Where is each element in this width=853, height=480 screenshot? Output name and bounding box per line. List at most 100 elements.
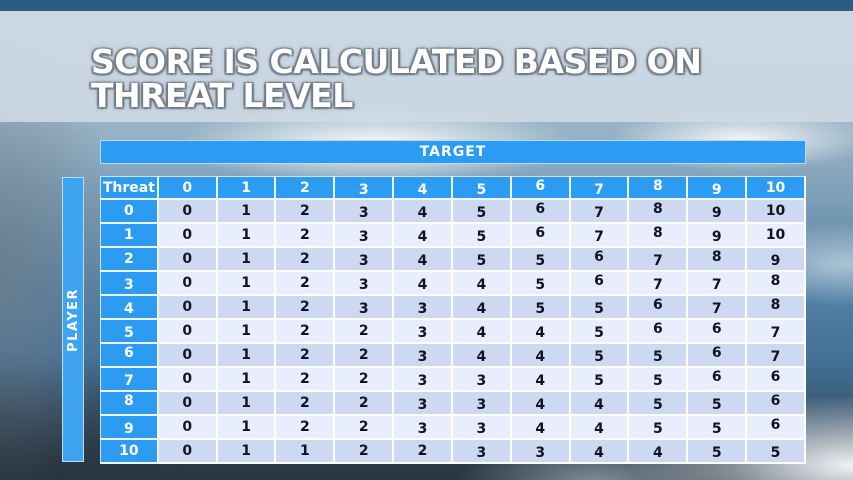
cell-value: 0 bbox=[182, 419, 193, 435]
cell-value: 6 bbox=[770, 393, 781, 409]
cell-value: 5 bbox=[535, 277, 546, 293]
cell-value: 6 bbox=[711, 321, 722, 337]
cell-value: 3 bbox=[358, 253, 369, 269]
cell-value: 2 bbox=[300, 251, 310, 267]
score-cell: 0 bbox=[158, 344, 218, 368]
score-cell: 2 bbox=[335, 416, 395, 440]
score-row: 3 0 1 2 3 4 4 5 6 7 7 8 bbox=[100, 272, 806, 296]
score-cell: 3 bbox=[452, 392, 512, 416]
cell-value: 2 bbox=[358, 347, 369, 363]
cell-value: 2 bbox=[300, 419, 310, 435]
cell-value: 1 bbox=[241, 227, 251, 243]
cell-value: 2 bbox=[358, 443, 369, 459]
score-row: 4 0 1 2 3 3 4 5 5 6 7 8 bbox=[100, 296, 806, 320]
score-cell: 6 bbox=[747, 416, 806, 440]
cell-value: 7 bbox=[594, 181, 604, 198]
score-cell: 4 bbox=[511, 320, 571, 344]
score-cell: 5 bbox=[511, 296, 571, 320]
score-cell: 7 bbox=[570, 224, 630, 248]
cell-value: 2 bbox=[300, 395, 310, 411]
score-cell: 7 bbox=[629, 272, 689, 296]
score-cell: 5 bbox=[688, 440, 748, 464]
score-cell: 4 bbox=[452, 272, 512, 296]
score-cell: 3 bbox=[394, 392, 453, 416]
cell-value: 4 bbox=[417, 181, 428, 198]
row-header-cell: 1 bbox=[100, 224, 159, 248]
cell-value: 2 bbox=[358, 419, 369, 435]
score-cell: 5 bbox=[747, 440, 806, 464]
cell-value: 2 bbox=[124, 251, 134, 267]
cell-value: 3 bbox=[358, 277, 369, 293]
score-cell: 6 bbox=[511, 200, 571, 224]
score-cell: 8 bbox=[747, 272, 806, 296]
cell-value: 5 bbox=[652, 397, 663, 413]
score-cell: 2 bbox=[276, 344, 336, 368]
score-cell: 4 bbox=[629, 440, 689, 464]
score-cell: 5 bbox=[452, 224, 512, 248]
cell-value: 7 bbox=[594, 229, 604, 245]
row-header-cell: 0 bbox=[100, 200, 159, 224]
cell-value: 10 bbox=[765, 179, 786, 196]
score-cell: 3 bbox=[394, 320, 453, 344]
score-cell: 4 bbox=[394, 272, 453, 296]
cell-value: 1 bbox=[300, 443, 310, 459]
cell-value: 7 bbox=[770, 349, 781, 365]
score-cell: 5 bbox=[452, 248, 512, 272]
cell-value: 2 bbox=[358, 371, 369, 387]
cell-value: 6 bbox=[535, 201, 546, 217]
cell-value: 1 bbox=[241, 419, 251, 435]
score-cell: 2 bbox=[335, 440, 395, 464]
column-header-cell: 8 bbox=[629, 176, 689, 200]
score-cell: 0 bbox=[158, 296, 218, 320]
cell-value: 4 bbox=[594, 445, 604, 461]
cell-value: 0 bbox=[182, 275, 193, 291]
cell-value: 4 bbox=[594, 421, 604, 437]
cell-value: 6 bbox=[711, 369, 722, 385]
score-cell: 4 bbox=[511, 368, 571, 392]
cell-value: 8 bbox=[652, 201, 663, 217]
score-row: 2 0 1 2 3 4 5 5 6 7 8 9 bbox=[100, 248, 806, 272]
cell-value: 8 bbox=[711, 249, 722, 265]
cell-value: 6 bbox=[652, 297, 663, 313]
score-cell: 6 bbox=[747, 392, 806, 416]
cell-value: 3 bbox=[358, 301, 369, 317]
cell-value: 9 bbox=[770, 253, 781, 269]
score-cell: 2 bbox=[276, 248, 336, 272]
row-header-cell: 9 bbox=[100, 416, 159, 440]
score-cell: 5 bbox=[511, 248, 571, 272]
cell-value: 9 bbox=[711, 181, 722, 198]
cell-value: 10 bbox=[765, 227, 786, 243]
cell-value: 1 bbox=[241, 299, 251, 315]
score-cell: 4 bbox=[570, 416, 630, 440]
score-cell: 2 bbox=[335, 344, 395, 368]
cell-value: 6 bbox=[594, 273, 604, 289]
score-cell: 2 bbox=[276, 320, 336, 344]
cell-value: 1 bbox=[241, 347, 251, 363]
cell-value: 3 bbox=[358, 229, 369, 245]
score-cell: 5 bbox=[688, 392, 748, 416]
cell-value: 0 bbox=[182, 443, 193, 459]
row-header-cell: 4 bbox=[100, 296, 159, 320]
score-cell: 0 bbox=[158, 320, 218, 344]
cell-value: 3 bbox=[417, 349, 428, 365]
score-cell: 3 bbox=[452, 416, 512, 440]
score-cell: 3 bbox=[335, 272, 395, 296]
cell-value: 7 bbox=[711, 277, 722, 293]
cell-value: 1 bbox=[241, 443, 251, 459]
score-cell: 3 bbox=[452, 368, 512, 392]
score-cell: 5 bbox=[629, 392, 689, 416]
score-cell: 2 bbox=[276, 272, 336, 296]
score-cell: 5 bbox=[452, 200, 512, 224]
cell-value: 9 bbox=[711, 205, 722, 221]
score-row: 1 0 1 2 3 4 5 6 7 8 9 10 bbox=[100, 224, 806, 248]
score-cell: 6 bbox=[629, 296, 689, 320]
cell-value: 5 bbox=[594, 325, 604, 341]
cell-value: 2 bbox=[300, 179, 310, 196]
column-header-cell: 2 bbox=[276, 176, 336, 200]
cell-value: 3 bbox=[417, 373, 428, 389]
title-line-1: SCORE IS CALCULATED BASED ON bbox=[91, 42, 702, 81]
cell-value: 9 bbox=[711, 229, 722, 245]
cell-value: 7 bbox=[652, 277, 663, 293]
score-cell: 3 bbox=[452, 440, 512, 464]
target-axis-label: TARGET bbox=[419, 144, 487, 160]
